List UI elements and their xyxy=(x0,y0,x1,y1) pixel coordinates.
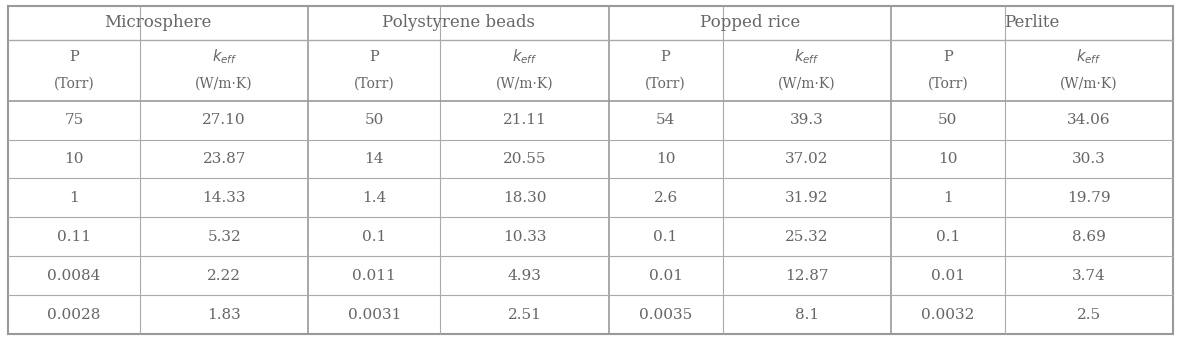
Text: 0.0032: 0.0032 xyxy=(921,308,974,322)
Text: 50: 50 xyxy=(365,113,384,127)
Text: 0.1: 0.1 xyxy=(653,230,678,244)
Text: $k_{eff}$: $k_{eff}$ xyxy=(794,47,820,66)
Text: 18.30: 18.30 xyxy=(503,191,546,205)
Text: (W/m·K): (W/m·K) xyxy=(195,76,253,90)
Text: 23.87: 23.87 xyxy=(202,152,246,166)
Text: 2.6: 2.6 xyxy=(653,191,678,205)
Text: 0.11: 0.11 xyxy=(57,230,91,244)
Text: 31.92: 31.92 xyxy=(785,191,829,205)
Text: Perlite: Perlite xyxy=(1004,14,1059,31)
Text: 0.0028: 0.0028 xyxy=(47,308,100,322)
Text: P: P xyxy=(660,50,671,64)
Text: 0.01: 0.01 xyxy=(648,269,683,283)
Text: 39.3: 39.3 xyxy=(790,113,823,127)
Text: $k_{eff}$: $k_{eff}$ xyxy=(511,47,537,66)
Text: Microsphere: Microsphere xyxy=(104,14,211,31)
Text: (Torr): (Torr) xyxy=(354,76,394,90)
Text: 0.01: 0.01 xyxy=(931,269,965,283)
Text: 2.5: 2.5 xyxy=(1077,308,1101,322)
Text: P: P xyxy=(370,50,379,64)
Text: 34.06: 34.06 xyxy=(1068,113,1111,127)
Text: 27.10: 27.10 xyxy=(202,113,246,127)
Text: 4.93: 4.93 xyxy=(508,269,541,283)
Text: (Torr): (Torr) xyxy=(53,76,94,90)
Text: Popped rice: Popped rice xyxy=(699,14,800,31)
Text: (W/m·K): (W/m·K) xyxy=(496,76,553,90)
Text: 1.4: 1.4 xyxy=(363,191,386,205)
Text: (W/m·K): (W/m·K) xyxy=(1061,76,1117,90)
Text: 0.011: 0.011 xyxy=(352,269,396,283)
Text: 14.33: 14.33 xyxy=(202,191,246,205)
Text: 0.0035: 0.0035 xyxy=(639,308,692,322)
Text: 10: 10 xyxy=(64,152,84,166)
Text: 10: 10 xyxy=(655,152,676,166)
Text: 0.1: 0.1 xyxy=(363,230,386,244)
Text: 1: 1 xyxy=(942,191,953,205)
Text: 0.1: 0.1 xyxy=(935,230,960,244)
Text: 75: 75 xyxy=(65,113,84,127)
Text: 37.02: 37.02 xyxy=(785,152,828,166)
Text: 19.79: 19.79 xyxy=(1068,191,1111,205)
Text: 50: 50 xyxy=(938,113,958,127)
Text: $k_{eff}$: $k_{eff}$ xyxy=(1076,47,1102,66)
Text: 5.32: 5.32 xyxy=(208,230,241,244)
Text: 1.83: 1.83 xyxy=(208,308,241,322)
Text: 2.51: 2.51 xyxy=(508,308,541,322)
Text: 21.11: 21.11 xyxy=(503,113,547,127)
Text: $k_{eff}$: $k_{eff}$ xyxy=(211,47,237,66)
Text: 1: 1 xyxy=(70,191,79,205)
Text: (Torr): (Torr) xyxy=(927,76,968,90)
Text: 10: 10 xyxy=(938,152,958,166)
Text: P: P xyxy=(942,50,953,64)
Text: 3.74: 3.74 xyxy=(1072,269,1105,283)
Text: 25.32: 25.32 xyxy=(785,230,828,244)
Text: 30.3: 30.3 xyxy=(1072,152,1105,166)
Text: (W/m·K): (W/m·K) xyxy=(778,76,835,90)
Text: 2.22: 2.22 xyxy=(207,269,241,283)
Text: 10.33: 10.33 xyxy=(503,230,546,244)
Text: 8.69: 8.69 xyxy=(1072,230,1105,244)
Text: 12.87: 12.87 xyxy=(785,269,828,283)
Text: 0.0031: 0.0031 xyxy=(347,308,402,322)
Text: 14: 14 xyxy=(365,152,384,166)
Text: (Torr): (Torr) xyxy=(645,76,686,90)
Text: 54: 54 xyxy=(655,113,676,127)
Text: 20.55: 20.55 xyxy=(503,152,546,166)
Text: 8.1: 8.1 xyxy=(795,308,818,322)
Text: Polystyrene beads: Polystyrene beads xyxy=(381,14,535,31)
Text: P: P xyxy=(70,50,79,64)
Text: 0.0084: 0.0084 xyxy=(47,269,100,283)
